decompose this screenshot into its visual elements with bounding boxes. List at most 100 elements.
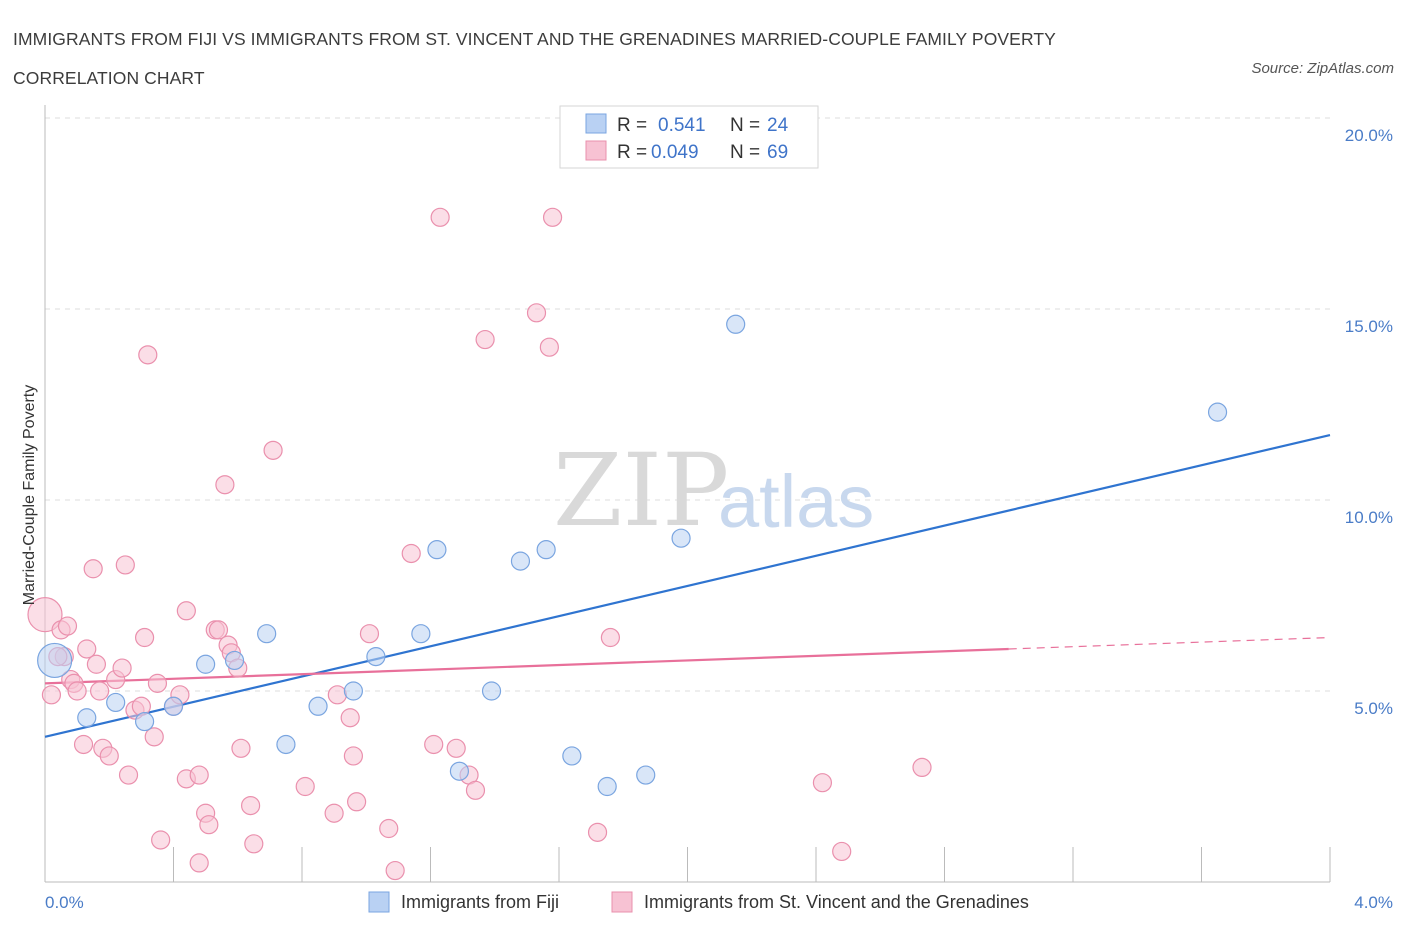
svg-point xyxy=(343,746,363,766)
svg-point xyxy=(99,746,119,766)
fiji-point xyxy=(411,624,431,644)
svg-point xyxy=(77,639,97,659)
fiji-point xyxy=(106,692,126,713)
svg-point xyxy=(241,795,261,816)
svg-point xyxy=(27,596,63,633)
svg-point xyxy=(41,685,62,705)
grid-lines xyxy=(45,117,1330,692)
svg-trend-line-dashed xyxy=(1008,636,1331,650)
fiji-point xyxy=(427,540,447,560)
data-points xyxy=(27,207,1228,881)
fiji-point xyxy=(562,746,582,766)
y-axis-label: Married-Couple Family Poverty xyxy=(21,385,38,606)
svg-point xyxy=(231,738,251,758)
watermark-zip: ZIP xyxy=(553,432,729,549)
svg-point xyxy=(189,853,209,873)
fiji-point xyxy=(510,551,531,571)
series-label-svg: Immigrants from St. Vincent and the Gren… xyxy=(644,892,1029,912)
source-label: Source: ZipAtlas.com xyxy=(1251,60,1394,77)
fiji-point xyxy=(37,642,73,679)
svg-point xyxy=(832,841,852,862)
svg-point xyxy=(359,624,380,644)
fiji-point xyxy=(276,734,296,755)
fiji-point xyxy=(597,776,617,797)
fiji-point xyxy=(1207,402,1228,422)
svg-point xyxy=(430,207,450,227)
fiji-point xyxy=(636,765,656,785)
svg-point xyxy=(475,329,495,350)
svg-point xyxy=(67,681,87,701)
svg-point xyxy=(151,830,171,850)
svg-point xyxy=(147,673,168,693)
svg-point xyxy=(134,627,155,648)
fiji-point xyxy=(163,696,184,716)
legend-swatch-fiji xyxy=(585,113,607,134)
fiji-point xyxy=(257,624,277,644)
legend-r-value-svg: 0.049 xyxy=(651,142,699,163)
svg-point xyxy=(379,818,399,839)
fiji-point xyxy=(196,654,216,674)
fiji-point xyxy=(366,647,386,667)
svg-point xyxy=(215,475,235,495)
y-tick-label: 5.0% xyxy=(1354,699,1393,718)
watermark: ZIP atlas xyxy=(553,432,874,549)
y-tick-label: 20.0% xyxy=(1345,126,1393,145)
svg-point xyxy=(83,559,103,579)
svg-point xyxy=(600,627,621,648)
fiji-point xyxy=(671,528,691,548)
series-swatch-fiji xyxy=(368,891,390,913)
legend-n-label-svg: N = xyxy=(730,142,760,163)
series-swatch-svg xyxy=(611,891,633,913)
svg-point xyxy=(324,803,344,823)
stats-legend: R = 0.541 N = 24 R = 0.049 N = 69 xyxy=(559,105,819,169)
tick-labels: 5.0% 10.0% 15.0% 20.0% 0.0% 4.0% xyxy=(45,126,1393,912)
svg-point xyxy=(57,616,78,636)
legend-n-label-fiji: N = xyxy=(730,115,760,136)
svg-point xyxy=(401,543,421,564)
svg-point xyxy=(73,734,94,755)
legend-r-label-svg: R = xyxy=(617,142,647,163)
svg-point xyxy=(176,601,196,621)
x-tick-label: 4.0% xyxy=(1354,893,1393,912)
svg-trend-line xyxy=(44,647,1009,685)
fiji-point xyxy=(308,696,328,716)
legend-swatch-svg xyxy=(585,140,607,161)
svg-point xyxy=(115,555,135,575)
trend-lines xyxy=(44,433,1331,738)
series-legend: Immigrants from Fiji Immigrants from St.… xyxy=(368,891,1029,913)
svg-point xyxy=(327,685,347,705)
svg-point xyxy=(144,727,164,747)
svg-point xyxy=(86,654,107,674)
series-label-fiji: Immigrants from Fiji xyxy=(401,892,559,912)
fiji-point xyxy=(481,681,502,701)
legend-n-value-svg: 69 xyxy=(767,142,788,163)
legend-r-value-fiji: 0.541 xyxy=(658,115,706,136)
fiji-point xyxy=(134,711,155,732)
y-tick-label: 10.0% xyxy=(1345,508,1393,527)
fiji-point xyxy=(536,540,556,560)
svg-point xyxy=(526,303,547,323)
fiji-point xyxy=(77,708,97,728)
svg-point xyxy=(189,765,209,785)
svg-point xyxy=(465,780,486,800)
axes xyxy=(44,105,1331,883)
fiji-point xyxy=(726,314,746,334)
svg-point xyxy=(138,345,158,365)
chart-title: IMMIGRANTS FROM FIJI VS IMMIGRANTS FROM … xyxy=(13,29,1056,88)
svg-point xyxy=(385,860,405,881)
fiji-point xyxy=(224,650,245,671)
svg-point xyxy=(539,337,559,357)
svg-point xyxy=(199,815,219,835)
svg-point xyxy=(118,765,139,785)
svg-point xyxy=(263,440,283,460)
x-tick-label: 0.0% xyxy=(45,893,84,912)
svg-point xyxy=(812,773,833,793)
watermark-atlas: atlas xyxy=(718,460,874,543)
svg-point xyxy=(340,708,360,728)
svg-point xyxy=(295,776,315,797)
y-tick-label: 15.0% xyxy=(1345,317,1393,336)
legend-r-label-fiji: R = xyxy=(617,115,647,136)
legend-n-value-fiji: 24 xyxy=(767,115,789,136)
fiji-trend-line xyxy=(44,433,1331,738)
